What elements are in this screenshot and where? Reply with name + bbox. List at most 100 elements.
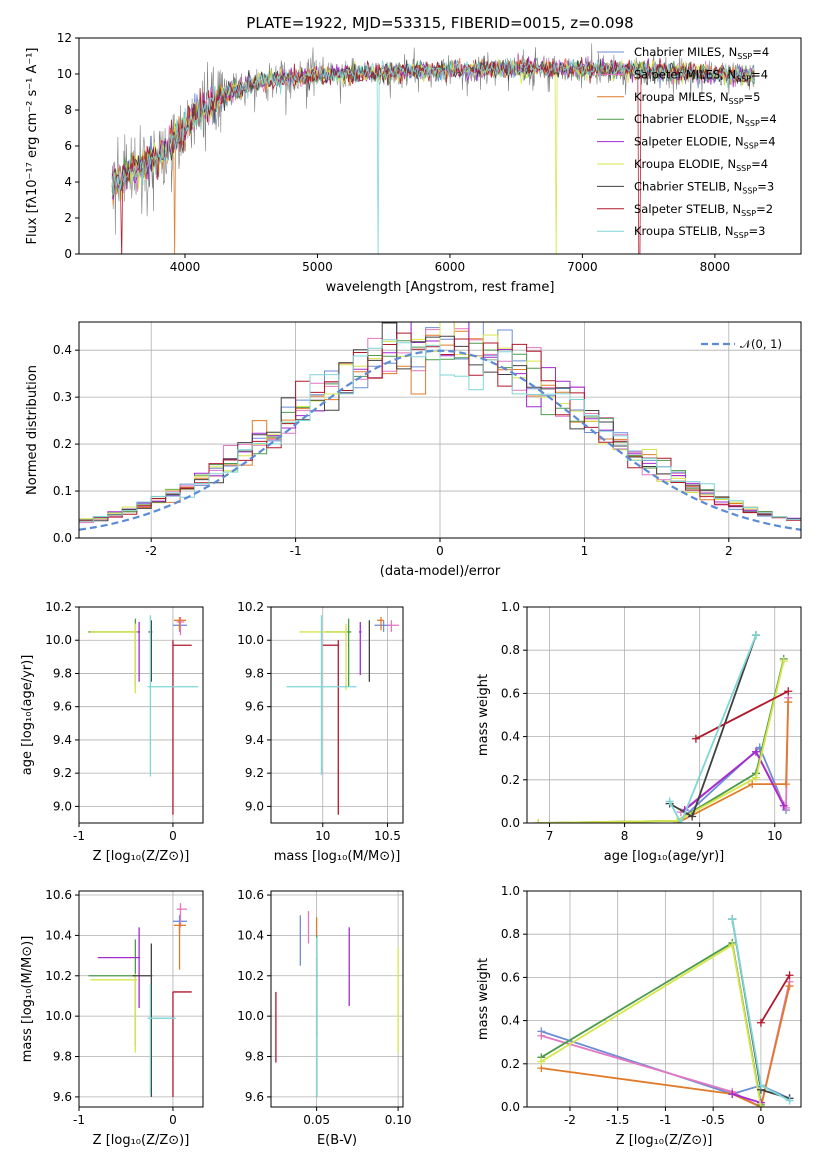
series-marker	[537, 1057, 546, 1066]
series-line	[676, 701, 790, 823]
legend-label: 𝒩(0, 1)	[740, 337, 782, 351]
plot-area-weight-vs-age	[534, 631, 793, 823]
x-tick-label: 4000	[170, 260, 201, 274]
y-tick-label: 0.3	[53, 390, 72, 404]
errorbar-salpeter-stelib	[172, 991, 192, 1097]
legend-label: Salpeter MILES, NSSP=4	[634, 67, 768, 83]
series-line	[668, 634, 757, 823]
legend-label: Kroupa MILES, NSSP=5	[634, 90, 760, 106]
series-kroupa-stelib	[728, 915, 794, 1105]
axes-frame	[78, 890, 204, 1108]
series-line	[541, 1030, 790, 1100]
series-marker	[756, 1081, 765, 1090]
y-tick-label: 9.6	[53, 700, 72, 714]
panel-mass-vs-z: -1 0 9.6 9.8 10.0 10.2 10.4 10.6 Z [log₁₀(Z/Z⊙)]…	[20, 888, 204, 1148]
y-tick-label: 10.4	[45, 928, 72, 942]
x-axis-label: Z [log₁₀(Z/Z⊙)]	[616, 1133, 713, 1148]
x-tick-label: -2	[564, 1113, 576, 1127]
y-tick-label: 10.0	[237, 1009, 264, 1023]
series-marker	[537, 1031, 546, 1040]
plot-area-age-vs-mass	[286, 615, 400, 815]
y-tick-label: 10.2	[237, 969, 264, 983]
y-tick-label: 0.2	[53, 437, 72, 451]
plot-area-mass-vs-z	[88, 903, 192, 1097]
legend-text: Kroupa MILES, N	[634, 90, 729, 104]
errorbar-salpeter-elodie	[359, 621, 362, 676]
series-line	[538, 660, 785, 823]
x-tick-label: 9	[696, 829, 704, 843]
x-tick-label: -1	[659, 1113, 671, 1127]
axes-frame	[526, 606, 802, 824]
legend-count: =4	[752, 45, 769, 59]
x-tick-label: 5000	[302, 260, 333, 274]
y-tick-label: 0.8	[501, 927, 520, 941]
legend-label: Chabrier STELIB, NSSP=3	[634, 179, 774, 195]
x-tick-label: 1	[581, 544, 589, 558]
errorbar-salpeter-elodie	[97, 927, 141, 1009]
legend-text: Kroupa ELODIE, N	[634, 157, 736, 171]
x-tick-label: 0.10	[385, 1113, 412, 1127]
errorbar-kroupa-miles	[377, 616, 384, 631]
y-tick-label: 9.8	[245, 666, 264, 680]
errorbar-kroupa-stelib	[147, 983, 176, 1095]
plot-area-weight-vs-z	[537, 915, 794, 1107]
errorbar-kroupa-stelib	[286, 615, 357, 775]
y-tick-label: 9.0	[245, 799, 264, 813]
series-marker	[728, 941, 737, 949]
legend-label: Chabrier MILES, NSSP=4	[634, 45, 769, 61]
legend-subscript: SSP	[744, 142, 759, 151]
panel-spectrum: 4000 5000 6000 7000 8000 0 2 4 6 8 10 12 wavelength …	[25, 31, 802, 295]
y-tick-label: 9.4	[53, 733, 72, 747]
x-tick-label: 0	[757, 1113, 765, 1127]
series-kroupa-miles	[673, 698, 793, 823]
legend-subscript: SSP	[729, 97, 744, 106]
series-marker	[756, 1018, 765, 1027]
y-tick-label: 10.2	[237, 600, 264, 614]
legend-count: =4	[751, 67, 768, 81]
legend-text: Chabrier ELODIE, N	[634, 112, 745, 126]
x-tick-label: -1	[73, 829, 85, 843]
series-marker	[785, 1096, 794, 1105]
errorbar-salpeter-stelib	[172, 640, 192, 815]
legend-text: Salpeter ELODIE, N	[634, 135, 744, 149]
series-marker	[751, 631, 760, 640]
axes-frame	[78, 37, 802, 255]
x-axis-label: E(B-V)	[317, 1133, 357, 1148]
y-tick-label: 0.8	[501, 643, 520, 657]
legend-subscript: SSP	[736, 74, 751, 83]
y-tick-label: 9.8	[245, 1050, 264, 1064]
x-tick-label: 2	[725, 544, 733, 558]
series-line	[760, 974, 791, 1024]
series-marker	[781, 780, 790, 789]
series-marker	[665, 797, 674, 806]
x-tick-label: 10.5	[374, 829, 401, 843]
axes-frame	[526, 890, 802, 1108]
errorbar-salpeter-miles	[387, 620, 400, 632]
series-marker	[728, 1090, 737, 1099]
y-tick-label: 0.0	[501, 1100, 520, 1114]
errorbar-salpeter-miles	[176, 903, 188, 928]
axes-frame	[78, 321, 802, 539]
y-tick-label: 9.2	[53, 766, 72, 780]
x-tick-label: 10	[315, 829, 330, 843]
legend-item-chabrier-miles: Chabrier MILES, NSSP=4	[597, 45, 769, 61]
legend-text: Kroupa STELIB, N	[634, 224, 734, 238]
series-marker	[779, 801, 788, 810]
y-axis-label: mass weight	[476, 958, 491, 1040]
figure-title: PLATE=1922, MJD=53315, FIBERID=0015, z=0…	[246, 14, 633, 32]
x-tick-label: 7000	[567, 260, 598, 274]
panel-age-vs-z: -1 0 9.0 9.2 9.4 9.6 9.8 10.0 10.2 Z [log₁₀(Z/Z⊙)…	[20, 600, 204, 864]
y-tick-label: 6	[64, 139, 72, 153]
y-tick-label: 9.0	[53, 799, 72, 813]
y-tick-label: 10.4	[237, 928, 264, 942]
axes-frame	[270, 606, 404, 824]
legend-subscript: SSP	[741, 209, 756, 218]
y-tick-label: 4	[64, 175, 72, 189]
x-axis-label: Z [log₁₀(Z/Z⊙)]	[93, 1133, 190, 1148]
series-marker	[748, 780, 757, 789]
y-tick-label: 8	[64, 103, 72, 117]
legend-label: Salpeter STELIB, NSSP=2	[634, 202, 773, 218]
legend-count: =5	[744, 90, 761, 104]
y-tick-label: 0.6	[501, 686, 520, 700]
x-tick-label: -1.5	[606, 1113, 629, 1127]
